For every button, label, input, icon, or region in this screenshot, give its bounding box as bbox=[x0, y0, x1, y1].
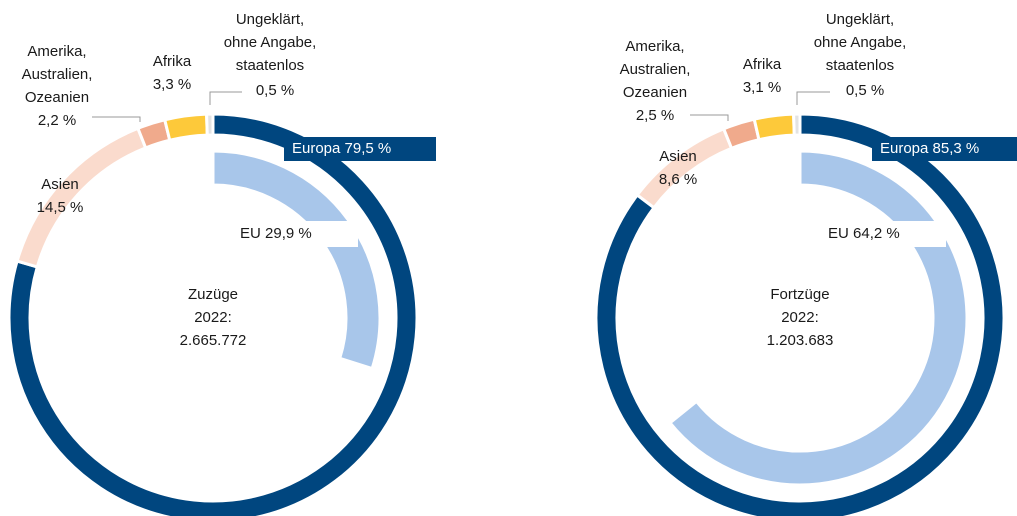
value-label: 85,3 % bbox=[933, 140, 980, 157]
ring-segment bbox=[721, 117, 761, 151]
leader-line bbox=[92, 116, 141, 122]
label-box bbox=[872, 137, 1017, 161]
category-label: Afrika bbox=[743, 56, 782, 73]
label-box bbox=[232, 221, 358, 247]
value-label: 2,2 % bbox=[38, 112, 76, 129]
value-label: 3,3 % bbox=[153, 76, 191, 93]
label-box bbox=[820, 221, 946, 247]
europa-label: Europa 85,3 % bbox=[880, 140, 979, 157]
eu-segment bbox=[667, 149, 969, 487]
value-label: 3,1 % bbox=[743, 79, 781, 96]
category-label: Afrika bbox=[153, 53, 192, 70]
ring-segment bbox=[15, 126, 148, 269]
category-label: Asien bbox=[659, 148, 697, 165]
center-total: 2.665.772 bbox=[180, 332, 247, 349]
center-title: Zuzüge 2022: bbox=[188, 286, 238, 326]
label-box bbox=[284, 137, 436, 161]
center-total: 1.203.683 bbox=[767, 332, 834, 349]
value-label: 79,5 % bbox=[345, 140, 392, 157]
category-label: Ungeklärt, ohne Angabe, staatenlos bbox=[814, 11, 907, 74]
ring-segment bbox=[205, 112, 215, 137]
eu-label: EU 29,9 % bbox=[240, 225, 312, 242]
ring-segment bbox=[792, 112, 802, 137]
eu-segment bbox=[211, 149, 382, 371]
ring-segment bbox=[752, 112, 796, 142]
value-label: 0,5 % bbox=[256, 82, 294, 99]
center-title: Fortzüge 2022: bbox=[770, 286, 829, 326]
ring-segment bbox=[162, 112, 209, 143]
category-label: Asien bbox=[41, 176, 79, 193]
category-label: Amerika, Australien, Ozeanien bbox=[620, 38, 691, 101]
category-label: EU bbox=[240, 225, 265, 242]
value-label: 8,6 % bbox=[659, 171, 697, 188]
category-label: Ungeklärt, ohne Angabe, staatenlos bbox=[224, 11, 317, 74]
value-label: 64,2 % bbox=[853, 225, 900, 242]
category-label: Amerika, Australien, Ozeanien bbox=[22, 43, 93, 106]
category-label: Europa bbox=[880, 140, 933, 157]
value-label: 14,5 % bbox=[37, 199, 84, 216]
category-label: EU bbox=[828, 225, 853, 242]
eu-label: EU 64,2 % bbox=[828, 225, 900, 242]
value-label: 29,9 % bbox=[265, 225, 312, 242]
leader-line bbox=[209, 91, 242, 105]
leader-line bbox=[690, 114, 729, 121]
value-label: 0,5 % bbox=[846, 82, 884, 99]
leader-line bbox=[796, 91, 830, 105]
category-label: Europa bbox=[292, 140, 345, 157]
ring-segment bbox=[635, 126, 734, 210]
europa-label: Europa 79,5 % bbox=[292, 140, 391, 157]
value-label: 2,5 % bbox=[636, 107, 674, 124]
